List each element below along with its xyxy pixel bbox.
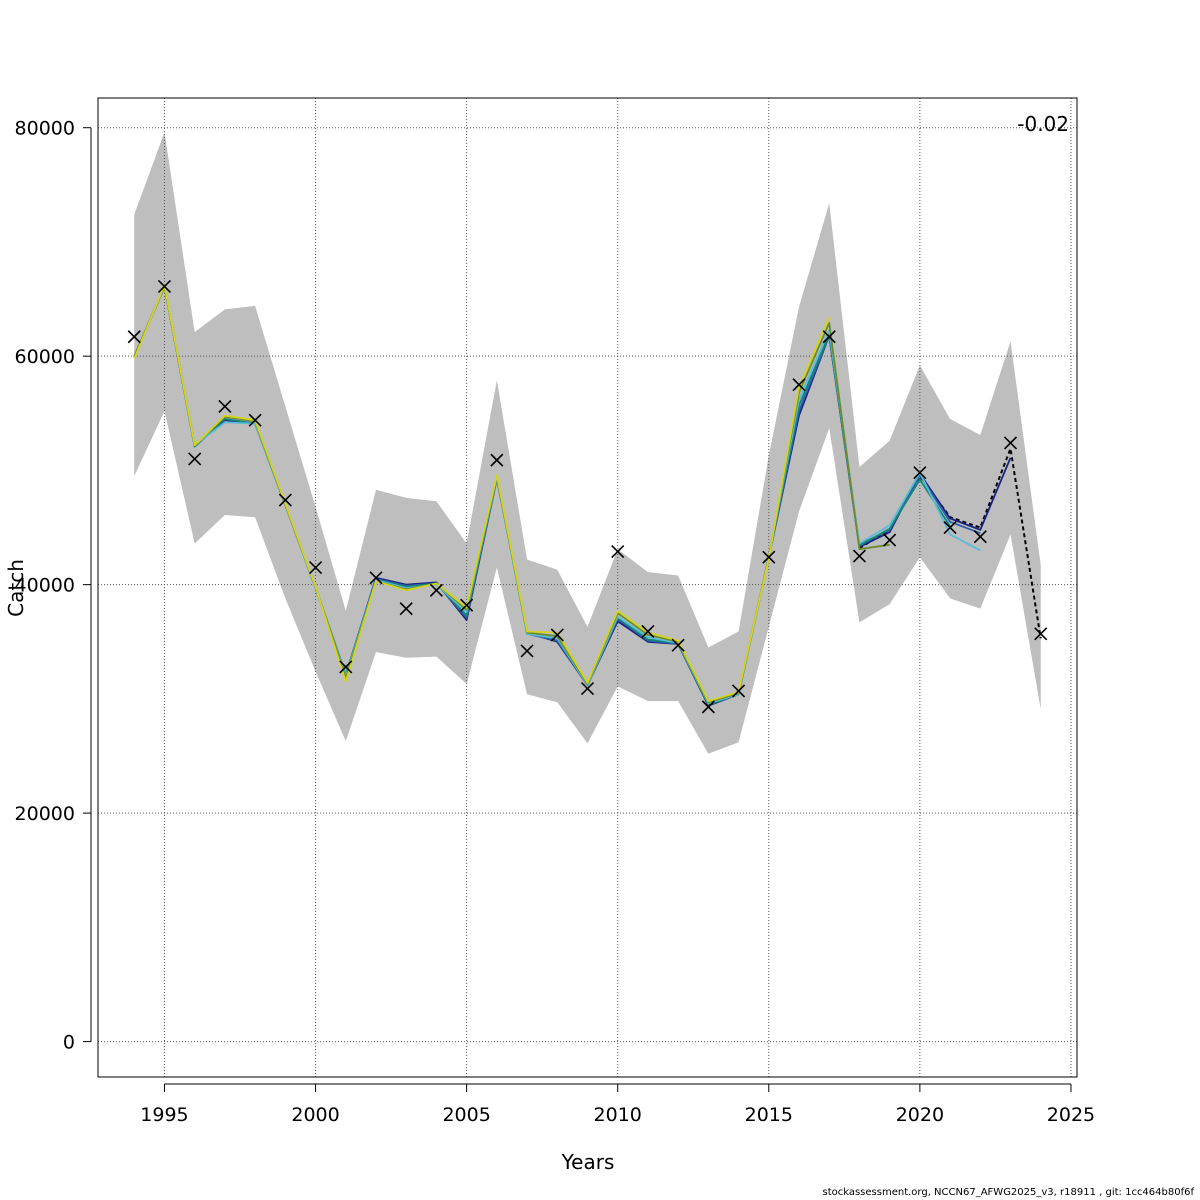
confidence-band <box>134 132 1041 754</box>
observed-point-stroke <box>339 660 353 674</box>
x-tick-label-1995: 1995 <box>140 1104 188 1126</box>
observed-point-stroke <box>399 602 413 616</box>
observed-point-2014 <box>732 684 746 698</box>
observed-point-2017 <box>822 330 836 344</box>
observed-point-stroke <box>580 682 595 696</box>
observed-point-stroke <box>852 549 867 563</box>
footer-credit: stockassessment.org, NCCN67_AFWG2025_v3,… <box>822 1187 1194 1198</box>
observed-point-stroke <box>1003 436 1018 450</box>
observed-point-2022 <box>973 530 987 544</box>
observed-point-stroke <box>943 520 957 535</box>
observed-point-1998 <box>248 413 262 427</box>
observed-point-stroke <box>1034 627 1048 641</box>
observed-point-stroke <box>822 330 836 344</box>
y-tick-label-80000: 80000 <box>15 118 75 140</box>
observed-point-1994 <box>127 330 141 344</box>
observed-point-stroke <box>762 550 776 564</box>
observed-markers-layer <box>127 279 1048 714</box>
y-tick-label-40000: 40000 <box>15 575 75 597</box>
observed-point-2021 <box>943 520 957 535</box>
observed-point-stroke <box>883 533 897 547</box>
observed-point-stroke <box>157 279 172 294</box>
observed-point-2011 <box>641 624 655 639</box>
plot-frame <box>97 97 1078 1078</box>
observed-point-2019 <box>883 533 897 547</box>
observed-point-stroke <box>218 399 232 414</box>
observed-point-2006 <box>490 453 504 467</box>
observed-point-stroke <box>701 700 715 714</box>
observed-point-2010 <box>611 544 625 559</box>
x-tick-label-2010: 2010 <box>594 1104 642 1126</box>
observed-point-2003 <box>399 602 413 616</box>
observed-point-stroke <box>278 493 292 507</box>
y-axis-title: Catch <box>4 559 28 617</box>
observed-point-2012 <box>671 638 685 652</box>
y-tick-label-0: 0 <box>63 1032 75 1054</box>
observed-point-stroke <box>460 598 474 612</box>
confidence-band-layer <box>134 132 1041 754</box>
series-line-6 <box>133 284 831 703</box>
observed-point-2005 <box>460 598 474 612</box>
observed-point-2018 <box>852 549 867 563</box>
observed-point-2023 <box>1003 436 1018 450</box>
observed-point-stroke <box>671 638 685 652</box>
observed-point-2000 <box>308 560 323 575</box>
observed-point-stroke <box>308 560 323 575</box>
y-tick-label-60000: 60000 <box>15 346 75 368</box>
x-tick-label-2025: 2025 <box>1047 1104 1095 1126</box>
observed-point-2004 <box>429 583 443 597</box>
observed-point-stroke <box>611 544 625 559</box>
observed-point-stroke <box>792 378 806 392</box>
x-tick-label-2000: 2000 <box>291 1104 339 1126</box>
observed-point-stroke <box>641 624 655 639</box>
observed-point-stroke <box>490 453 504 467</box>
observed-point-2024 <box>1034 627 1048 641</box>
observed-point-2016 <box>792 378 806 392</box>
observed-point-stroke <box>429 583 443 597</box>
observed-point-2009 <box>580 682 595 696</box>
observed-point-stroke <box>520 644 534 658</box>
observed-point-stroke <box>732 684 746 698</box>
observed-point-1999 <box>278 493 292 507</box>
observed-point-2002 <box>369 571 383 585</box>
x-tick-label-2015: 2015 <box>745 1104 793 1126</box>
axes-layer: 1995 2000 2005 2010 2015 2020 2025 0 20000 40000 6… <box>15 118 1096 1126</box>
observed-point-2007 <box>520 644 534 658</box>
observed-point-2013 <box>701 700 715 714</box>
observed-point-stroke <box>913 466 927 480</box>
observed-point-2008 <box>550 628 564 642</box>
observed-point-stroke <box>127 330 141 344</box>
observed-point-stroke <box>248 413 262 427</box>
x-axis-title: Years <box>561 1150 615 1174</box>
observed-point-stroke <box>550 628 564 642</box>
observed-point-2015 <box>762 550 776 564</box>
annotation-value: -0.02 <box>1017 112 1069 136</box>
series-layer <box>133 284 1042 707</box>
observed-point-1997 <box>218 399 232 414</box>
grid-layer <box>98 98 1077 1077</box>
observed-point-stroke <box>369 571 383 585</box>
observed-point-1996 <box>188 452 202 466</box>
observed-point-2020 <box>913 466 927 480</box>
observed-point-2001 <box>339 660 353 674</box>
x-tick-label-2020: 2020 <box>896 1104 944 1126</box>
x-tick-label-2005: 2005 <box>442 1104 490 1126</box>
y-tick-label-20000: 20000 <box>15 803 75 825</box>
observed-point-stroke <box>973 530 987 544</box>
observed-point-stroke <box>188 452 202 466</box>
observed-point-1995 <box>157 279 172 294</box>
